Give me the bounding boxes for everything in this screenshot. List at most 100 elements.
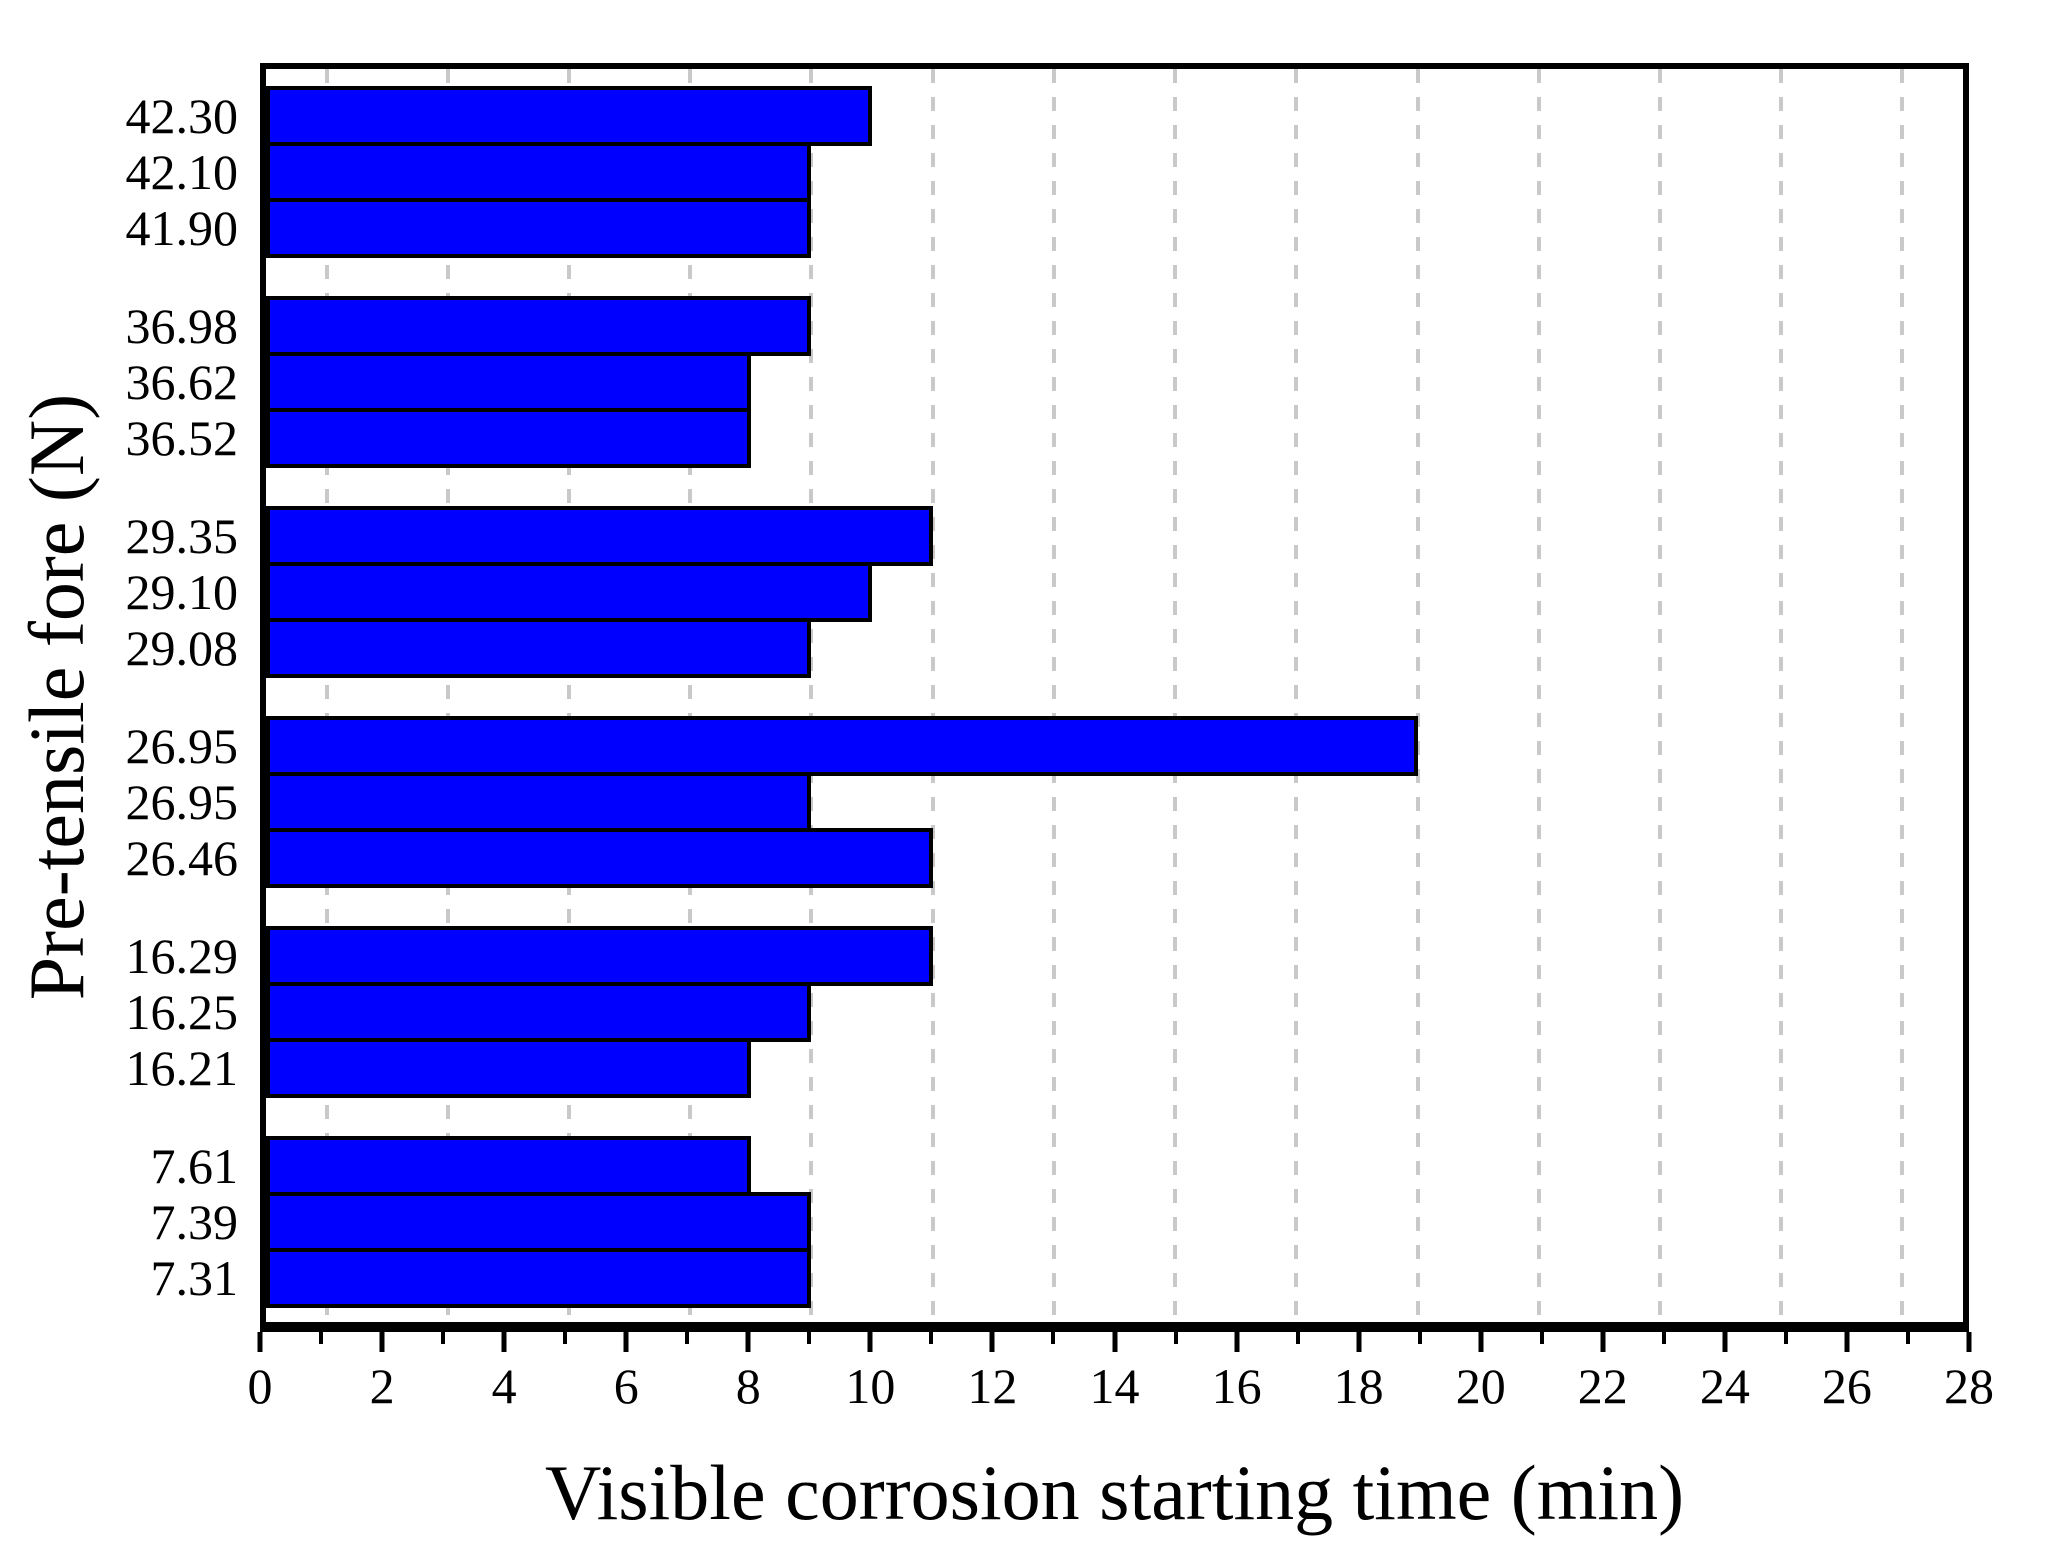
y-tick-label-36.52: 36.52 (125, 410, 239, 466)
y-tick-label-42.10: 42.10 (125, 144, 239, 200)
x-major-tick-12 (989, 1332, 995, 1352)
bars (266, 69, 1963, 1322)
y-tick-label-7.31: 7.31 (150, 1250, 239, 1306)
y-tick-label-26.95: 26.95 (125, 718, 239, 774)
y-tick-label-42.30: 42.30 (125, 88, 239, 144)
bar-41.90 (266, 198, 812, 258)
x-major-tick-18 (1356, 1332, 1362, 1352)
x-tick-labels: 0 2 4 6 8 10 12 14 16 18 20 22 24 26 28 (248, 1358, 1995, 1418)
bar-36.62 (266, 352, 751, 412)
y-tick-label-26.95: 26.95 (125, 774, 239, 830)
x-tick-label-14: 14 (1089, 1358, 1140, 1414)
x-minor-tick-13 (1051, 1332, 1056, 1344)
x-major-tick-6 (623, 1332, 629, 1352)
x-minor-tick-1 (319, 1332, 324, 1344)
bar-16.25 (266, 982, 812, 1042)
x-tick-label-16: 16 (1211, 1358, 1262, 1414)
y-tick-label-16.29: 16.29 (125, 928, 239, 984)
gridline-19 (1415, 69, 1420, 1322)
y-tick-label-29.35: 29.35 (125, 508, 239, 564)
x-tick-label-2: 2 (369, 1358, 395, 1414)
y-tick-label-41.90: 41.90 (125, 200, 239, 256)
bar-36.98 (266, 296, 812, 356)
bar-7.31 (266, 1248, 812, 1308)
x-tick-label-26: 26 (1821, 1358, 1872, 1414)
x-axis-title-text: Visible corrosion starting time (min) (544, 1449, 1685, 1536)
bar-26.95 (266, 716, 1418, 776)
gridline-15 (1173, 69, 1178, 1322)
x-minor-tick-19 (1417, 1332, 1422, 1344)
gridlines (266, 69, 1963, 1322)
x-tick-label-20: 20 (1455, 1358, 1506, 1414)
x-minor-tick-17 (1295, 1332, 1300, 1344)
bar-42.30 (266, 86, 873, 146)
x-minor-tick-27 (1905, 1332, 1910, 1344)
x-major-tick-28 (1966, 1332, 1972, 1352)
bar-29.10 (266, 562, 873, 622)
x-minor-tick-21 (1539, 1332, 1544, 1344)
x-minor-tick-15 (1173, 1332, 1178, 1344)
x-minor-tick-3 (441, 1332, 446, 1344)
x-axis-ticks (257, 1332, 1972, 1356)
gridline-23 (1657, 69, 1662, 1322)
x-major-tick-10 (867, 1332, 873, 1352)
x-minor-tick-9 (807, 1332, 812, 1344)
plot-area (260, 63, 1969, 1332)
y-tick-label-29.10: 29.10 (125, 564, 239, 620)
x-major-tick-20 (1478, 1332, 1484, 1352)
y-tick-label-36.62: 36.62 (125, 354, 239, 410)
x-major-tick-2 (379, 1332, 385, 1352)
gridline-17 (1294, 69, 1299, 1322)
bar-16.29 (266, 926, 933, 986)
bar-36.52 (266, 408, 751, 468)
x-minor-tick-5 (563, 1332, 568, 1344)
y-tick-label-36.98: 36.98 (125, 298, 239, 354)
x-tick-label-0: 0 (247, 1358, 273, 1414)
x-tick-label-28: 28 (1944, 1358, 1994, 1414)
bar-26.46 (266, 828, 933, 888)
y-tick-label-26.46: 26.46 (125, 830, 239, 886)
x-major-tick-22 (1600, 1332, 1606, 1352)
bar-29.35 (266, 506, 933, 566)
x-tick-label-12: 12 (967, 1358, 1018, 1414)
bar-7.61 (266, 1136, 751, 1196)
x-major-tick-8 (745, 1332, 751, 1352)
y-tick-label-29.08: 29.08 (125, 620, 239, 676)
gridline-27 (1900, 69, 1905, 1322)
x-major-tick-24 (1722, 1332, 1728, 1352)
y-tick-label-16.25: 16.25 (125, 984, 239, 1040)
x-axis-title: Visible corrosion starting time (min) (260, 1450, 1969, 1536)
gridline-3 (445, 69, 450, 1322)
bar-29.08 (266, 618, 812, 678)
bar-26.95 (266, 772, 812, 832)
gridline-5 (567, 69, 572, 1322)
y-tick-label-7.61: 7.61 (150, 1138, 239, 1194)
y-axis-title-text: Pre-tensile fore (N) (13, 393, 100, 1001)
gridline-13 (1051, 69, 1056, 1322)
x-tick-label-10: 10 (845, 1358, 896, 1414)
x-tick-label-18: 18 (1333, 1358, 1384, 1414)
x-minor-tick-25 (1783, 1332, 1788, 1344)
x-major-tick-14 (1112, 1332, 1117, 1352)
gridline-9 (809, 69, 814, 1322)
bar-16.21 (266, 1038, 751, 1098)
x-major-tick-16 (1234, 1332, 1240, 1352)
x-tick-label-22: 22 (1577, 1358, 1628, 1414)
x-tick-label-24: 24 (1699, 1358, 1750, 1414)
bar-42.10 (266, 142, 812, 202)
x-tick-label-4: 4 (491, 1358, 517, 1414)
x-tick-label-6: 6 (613, 1358, 639, 1414)
gridline-21 (1536, 69, 1541, 1322)
gridline-11 (930, 69, 935, 1322)
gridline-7 (688, 69, 693, 1322)
y-tick-label-16.21: 16.21 (125, 1040, 239, 1096)
gridline-25 (1779, 69, 1784, 1322)
x-minor-tick-23 (1661, 1332, 1666, 1344)
x-tick-label-8: 8 (735, 1358, 761, 1414)
x-major-tick-4 (501, 1332, 507, 1352)
x-minor-tick-11 (929, 1332, 934, 1344)
x-major-tick-0 (257, 1332, 263, 1352)
x-minor-tick-7 (685, 1332, 690, 1344)
bar-7.39 (266, 1192, 812, 1252)
